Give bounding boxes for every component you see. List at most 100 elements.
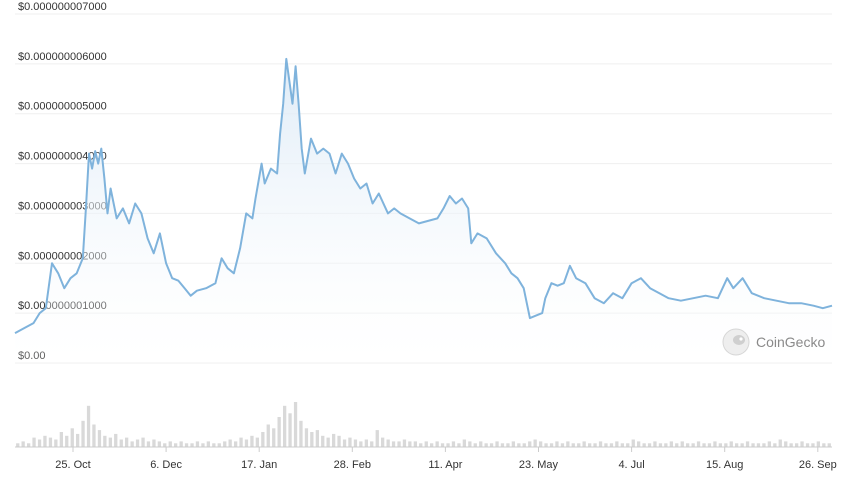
volume-bar	[495, 441, 499, 447]
volume-bar	[364, 439, 368, 447]
volume-bar	[381, 437, 385, 447]
volume-bar	[637, 441, 641, 447]
volume-bars	[16, 402, 831, 448]
volume-bar	[560, 443, 565, 448]
volume-bar	[686, 443, 690, 448]
y-tick-label: $0.000000007000	[18, 1, 107, 13]
volume-bar	[500, 443, 505, 448]
volume-bar	[157, 441, 161, 447]
volume-bar	[511, 441, 515, 447]
volume-bar	[195, 441, 200, 447]
volume-bar	[424, 441, 428, 447]
volume-bar	[544, 443, 548, 448]
volume-bar	[702, 443, 706, 448]
price-area-fill	[15, 58, 832, 364]
volume-bar	[778, 439, 782, 447]
volume-bar	[713, 441, 717, 447]
volume-bar	[724, 443, 728, 448]
x-tick-label: 15. Aug	[706, 459, 743, 471]
volume-bar	[680, 441, 684, 447]
volume-bar	[184, 443, 189, 448]
volume-bar	[27, 443, 31, 448]
volume-bar	[119, 439, 123, 447]
volume-bar	[141, 437, 145, 447]
gecko-logo-icon	[722, 328, 750, 356]
volume-bar	[549, 443, 554, 448]
volume-bar	[419, 443, 423, 448]
volume-bar	[571, 443, 575, 448]
volume-bar	[70, 428, 74, 448]
volume-bar	[457, 443, 461, 448]
y-tick-label: $0.000000003000	[18, 200, 107, 212]
volume-bar	[228, 439, 232, 447]
volume-bar	[751, 443, 755, 448]
volume-bar	[517, 443, 521, 448]
volume-bar	[691, 443, 695, 448]
volume-bar	[811, 443, 815, 448]
y-tick-label: $0.000000004000	[18, 151, 107, 163]
volume-bar	[16, 443, 20, 448]
volume-bar	[163, 443, 167, 448]
volume-bar	[468, 441, 472, 447]
volume-bar	[440, 443, 445, 448]
volume-bar	[609, 443, 614, 448]
volume-bar	[135, 439, 140, 447]
volume-bar	[108, 437, 112, 447]
volume-bar	[413, 441, 417, 447]
x-tick-label: 4. Jul	[618, 459, 644, 471]
volume-bar	[81, 420, 85, 448]
volume-bar	[805, 443, 810, 448]
x-tick-label: 25. Oct	[55, 459, 90, 471]
volume-bar	[272, 428, 276, 448]
volume-bar	[795, 443, 799, 448]
volume-bar	[462, 439, 466, 447]
y-tick-label: $0.000000006000	[18, 51, 107, 63]
x-tick-label: 17. Jan	[241, 459, 277, 471]
volume-bar	[528, 441, 532, 447]
volume-bar	[479, 441, 483, 447]
volume-bar	[555, 441, 559, 447]
volume-bar	[315, 430, 319, 447]
volume-bar	[435, 441, 439, 447]
volume-bar	[21, 441, 25, 447]
volume-bar	[244, 439, 249, 447]
volume-bar	[114, 433, 118, 447]
volume-bar	[626, 443, 630, 448]
volume-bar	[201, 443, 205, 448]
volume-bar	[735, 443, 739, 448]
volume-bar	[342, 439, 347, 447]
volume-bar	[658, 443, 663, 448]
y-tick-label: $0.000000005000	[18, 101, 107, 113]
volume-bar	[76, 433, 80, 447]
volume-bar	[125, 437, 129, 447]
volume-bar	[261, 432, 265, 447]
volume-bar	[696, 441, 701, 447]
volume-bar	[255, 437, 259, 447]
volume-bar	[179, 441, 183, 447]
volume-bar	[718, 443, 722, 448]
volume-bar	[653, 441, 657, 447]
volume-bar	[370, 441, 374, 447]
volume-bar	[386, 439, 390, 447]
volume-bar	[223, 441, 227, 447]
volume-bar	[620, 443, 624, 448]
volume-bar	[168, 441, 172, 447]
volume-bar	[402, 439, 407, 447]
volume-bar	[647, 443, 652, 448]
volume-bar	[631, 439, 635, 447]
volume-bar	[800, 441, 804, 447]
volume-bar	[522, 443, 526, 448]
volume-bar	[489, 443, 494, 448]
volume-bar	[277, 417, 281, 447]
x-tick-label: 28. Feb	[334, 459, 371, 471]
volume-bar	[37, 439, 42, 447]
volume-bar	[789, 443, 793, 448]
volume-bar	[566, 441, 570, 447]
volume-bar	[239, 437, 243, 447]
volume-bar	[59, 432, 63, 447]
volume-bar	[54, 439, 58, 447]
volume-bar	[767, 441, 771, 447]
volume-bar	[146, 441, 151, 447]
volume-bar	[359, 441, 363, 447]
